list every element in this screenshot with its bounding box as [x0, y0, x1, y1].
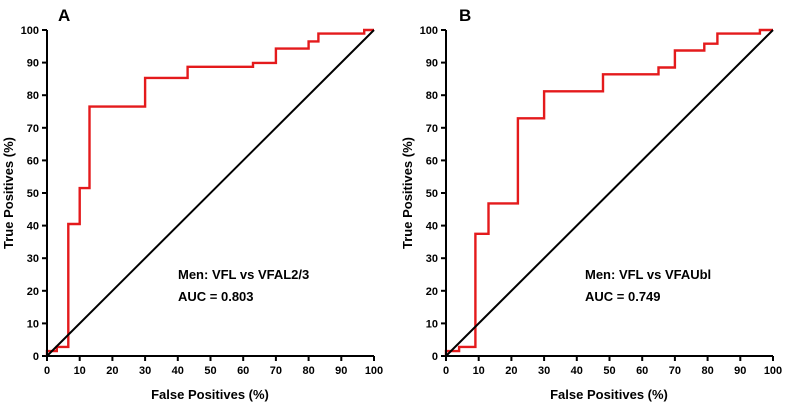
x-axis-label-a: False Positives (%): [151, 387, 269, 402]
x-tick-label-a-3: 30: [139, 365, 151, 377]
x-tick-label-b-7: 70: [669, 365, 681, 377]
y-tick-label-b-1: 10: [426, 318, 438, 330]
panel-label-a: A: [58, 6, 70, 25]
y-tick-label-a-0: 0: [33, 351, 39, 363]
x-tick-label-b-0: 0: [443, 365, 449, 377]
x-ticks-a: 0 10 20 30 40 50 60 70 80 90 100: [44, 356, 383, 377]
plot-lines-a: [45, 28, 375, 357]
y-tick-label-b-6: 60: [426, 155, 438, 167]
y-axis-label-b: True Positives (%): [400, 137, 415, 249]
x-tick-label-b-4: 40: [571, 365, 583, 377]
x-tick-label-a-9: 90: [335, 365, 347, 377]
x-ticks-b: 0 10 20 30 40 50 60 70 80 90 100: [443, 356, 782, 377]
y-tick-label-b-7: 70: [426, 123, 438, 135]
y-tick-label-b-10: 100: [420, 25, 438, 37]
x-tick-label-a-1: 10: [74, 365, 86, 377]
y-tick-label-b-3: 30: [426, 253, 438, 265]
x-tick-label-a-6: 60: [237, 365, 249, 377]
annotation-title-b: Men: VFL vs VFAUbl: [585, 267, 711, 282]
y-tick-label-b-4: 40: [426, 221, 438, 233]
x-tick-label-a-2: 20: [106, 365, 118, 377]
x-tick-label-b-9: 90: [734, 365, 746, 377]
x-tick-label-a-0: 0: [44, 365, 50, 377]
x-tick-label-b-2: 20: [505, 365, 517, 377]
y-ticks-b: 0 10 20 30 40 50 60 70 80 90 100: [420, 25, 446, 363]
y-tick-label-a-8: 80: [27, 90, 39, 102]
x-tick-label-b-10: 100: [764, 365, 782, 377]
x-tick-label-b-6: 60: [636, 365, 648, 377]
panel-label-b: B: [459, 6, 471, 25]
y-tick-label-b-9: 90: [426, 58, 438, 70]
plot-lines-b: [444, 28, 774, 357]
annotation-auc-a: AUC = 0.803: [178, 289, 254, 304]
y-tick-label-b-8: 80: [426, 90, 438, 102]
x-tick-label-b-3: 30: [538, 365, 550, 377]
y-tick-label-a-2: 20: [27, 286, 39, 298]
annotation-title-a: Men: VFL vs VFAL2/3: [178, 267, 309, 282]
y-tick-label-a-6: 60: [27, 155, 39, 167]
x-axis-label-b: False Positives (%): [550, 387, 668, 402]
roc-curve-b: [444, 28, 773, 356]
x-tick-label-a-10: 100: [365, 365, 383, 377]
y-tick-label-b-0: 0: [432, 351, 438, 363]
x-tick-label-a-4: 40: [172, 365, 184, 377]
y-tick-label-a-10: 100: [21, 25, 39, 37]
x-tick-label-a-7: 70: [270, 365, 282, 377]
x-tick-label-b-8: 80: [701, 365, 713, 377]
y-axis-label-a: True Positives (%): [1, 137, 16, 249]
y-tick-label-a-9: 90: [27, 58, 39, 70]
y-tick-label-a-4: 40: [27, 221, 39, 233]
y-ticks-a: 0 10 20 30 40 50 60 70 80 90 100: [21, 25, 47, 363]
roc-curve-a: [45, 28, 374, 356]
x-tick-label-b-5: 50: [603, 365, 615, 377]
y-tick-label-a-7: 70: [27, 123, 39, 135]
y-tick-label-a-5: 50: [27, 188, 39, 200]
reference-line-b: [445, 29, 774, 357]
x-tick-label-a-8: 80: [302, 365, 314, 377]
y-tick-label-b-2: 20: [426, 286, 438, 298]
reference-line-a: [46, 29, 375, 357]
y-tick-label-a-3: 30: [27, 253, 39, 265]
panel-a: A 0 10 20 30 40 50 60 70 80 90 100 0 10 20 30 40 50 60 70…: [1, 6, 383, 402]
panel-b: B 0 10 20 30 40 50 60 70 80 90 100 0 10 20 30 40 50 60 70…: [400, 6, 782, 402]
annotation-auc-b: AUC = 0.749: [585, 289, 661, 304]
x-tick-label-a-5: 50: [204, 365, 216, 377]
y-tick-label-b-5: 50: [426, 188, 438, 200]
y-tick-label-a-1: 10: [27, 318, 39, 330]
x-tick-label-b-1: 10: [473, 365, 485, 377]
